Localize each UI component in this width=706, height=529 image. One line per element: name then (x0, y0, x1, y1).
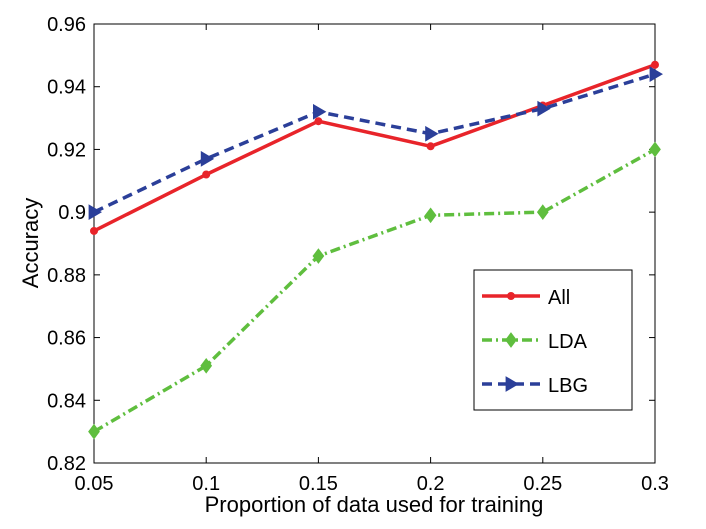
data-point-lbg (313, 103, 327, 120)
data-point-lda (424, 207, 437, 224)
y-tick-label: 0.92 (47, 139, 86, 161)
x-tick-label: 0.05 (75, 473, 114, 495)
legend-box (473, 269, 633, 411)
legend-label-lbg: LBG (548, 375, 588, 397)
series-line-all (93, 63, 656, 233)
y-tick-label: 0.86 (47, 328, 86, 350)
series-line-lbg (93, 72, 656, 214)
y-tick-label: 0.84 (47, 390, 86, 412)
x-tick-label: 0.1 (192, 473, 220, 495)
data-point-lbg (649, 66, 663, 83)
y-tick-label: 0.82 (47, 453, 86, 475)
x-axis-label: Proportion of data used for training (205, 492, 544, 517)
y-tick-label: 0.9 (58, 202, 86, 224)
legend-label-all: All (548, 287, 570, 309)
data-point-all (202, 170, 211, 179)
data-point-lda (312, 248, 325, 264)
legend-marker-all (507, 292, 515, 300)
data-point-lda (88, 423, 100, 440)
legend-label-lda: LDA (548, 331, 588, 353)
data-point-all (90, 226, 98, 235)
x-axis-ticks: 0.05 0.1 0.15 0.2 0.25 0.3 (75, 24, 669, 495)
x-tick-label: 0.3 (641, 473, 669, 495)
legend-marker-lda (505, 332, 517, 348)
series-line-lda (93, 147, 656, 434)
y-axis-label: Accuracy (18, 198, 43, 288)
x-tick-label: 0.2 (417, 473, 445, 495)
data-point-lbg (537, 100, 551, 117)
series-lbg (88, 66, 663, 221)
data-point-lda (200, 357, 213, 374)
y-tick-label: 0.88 (47, 265, 86, 287)
legend: All LDA LBG (473, 269, 633, 411)
series-layer (88, 60, 663, 440)
series-lda (88, 141, 661, 440)
data-point-all (426, 142, 435, 151)
data-point-lbg (425, 125, 439, 142)
y-tick-label: 0.96 (47, 14, 86, 36)
x-tick-label: 0.15 (299, 473, 338, 495)
legend-marker-lbg (505, 376, 519, 392)
data-point-lda (649, 141, 661, 158)
x-tick-label: 0.25 (523, 473, 562, 495)
data-point-lbg (200, 150, 215, 167)
data-point-lbg (88, 204, 102, 221)
y-axis-ticks: 0.82 0.84 0.86 0.88 0.9 0.92 0.94 0.96 (47, 14, 655, 475)
data-point-lda (536, 204, 549, 220)
data-point-all (651, 60, 659, 69)
y-tick-label: 0.94 (47, 77, 86, 99)
data-point-all (314, 117, 323, 126)
